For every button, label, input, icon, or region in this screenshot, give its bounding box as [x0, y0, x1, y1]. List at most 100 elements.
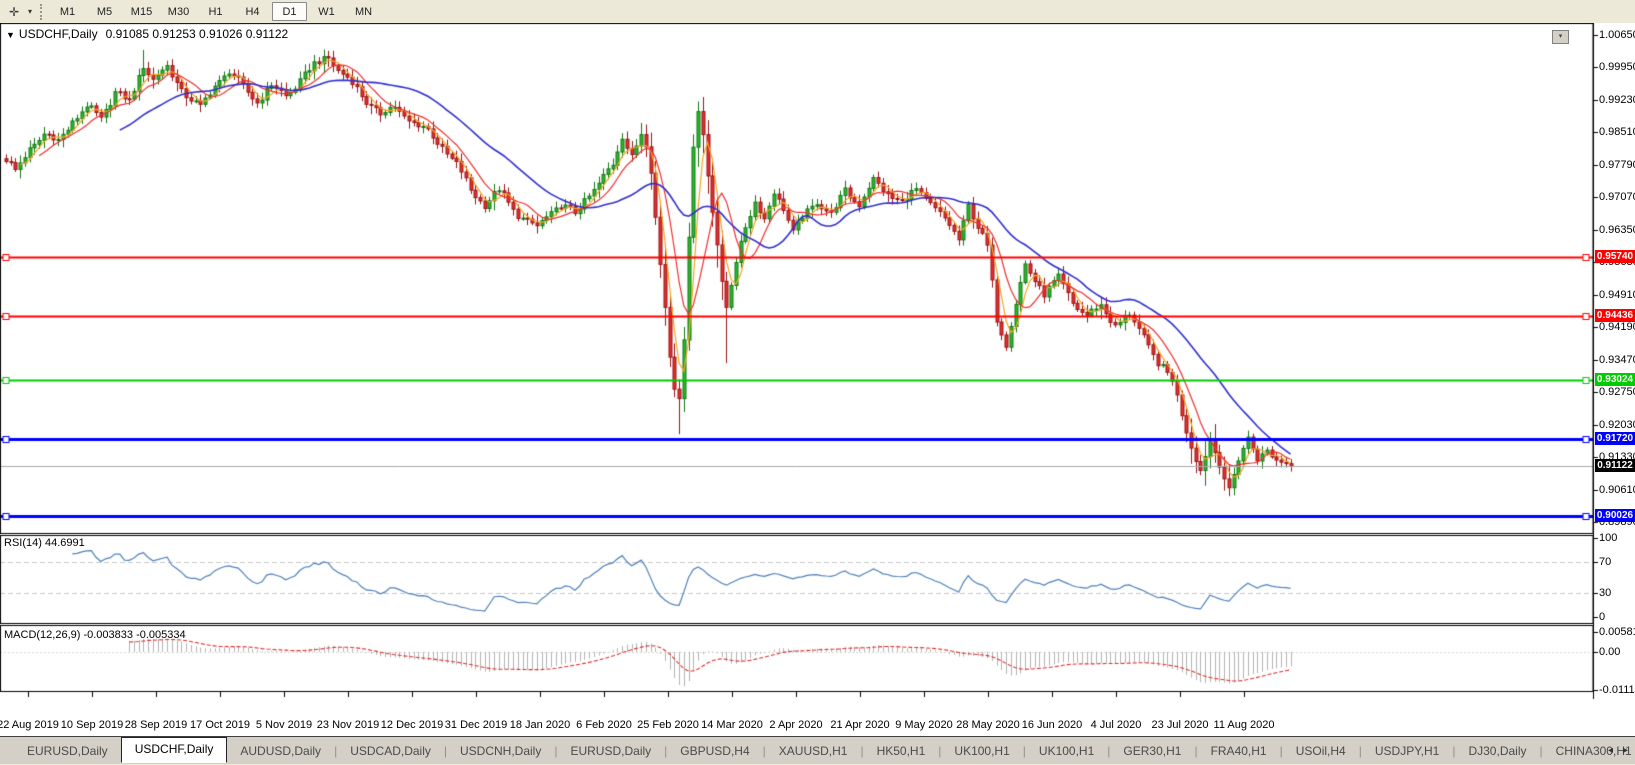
tab-scroll-right-icon[interactable]: ▸: [1622, 745, 1629, 756]
price-axis-label: 0.93470: [1599, 353, 1635, 366]
date-axis-label: 22 Aug 2019: [0, 719, 59, 731]
date-axis-label: 25 Feb 2020: [637, 719, 699, 731]
tab-divider: |: [938, 743, 942, 758]
tab-divider: |: [1358, 743, 1362, 758]
date-axis-label: 12 Dec 2019: [380, 719, 444, 731]
date-axis-label: 16 Jun 2020: [1021, 719, 1083, 731]
rsi-indicator-label: RSI(14) 44.6991: [4, 537, 85, 549]
date-axis-label: 21 Apr 2020: [830, 719, 890, 731]
symbol-tab-usoil-h4[interactable]: USOil,H4: [1295, 743, 1346, 758]
top-toolbar: ✛ ▾ M1 M5 M15 M30 H1 H4 D1 W1 MN: [0, 0, 1635, 24]
timeframe-button-h4[interactable]: H4: [245, 5, 260, 18]
symbol-tab-audusd-daily[interactable]: AUDUSD,Daily: [240, 743, 322, 758]
timeframe-button-h1[interactable]: H1: [208, 5, 223, 18]
timeframe-buttons: M1 M5 M15 M30 H1 H4 D1 W1 MN: [49, 2, 382, 21]
timeframe-button-w1[interactable]: W1: [318, 5, 335, 18]
symbol-tab-hk50-h1[interactable]: HK50,H1: [876, 743, 926, 758]
price-chart-canvas[interactable]: [0, 23, 1635, 736]
symbol-tab-dj30-daily[interactable]: DJ30,Daily: [1468, 743, 1527, 758]
timeframe-button-m5[interactable]: M5: [96, 5, 113, 18]
symbol-tab-fra40-h1[interactable]: FRA40,H1: [1210, 743, 1267, 758]
price-axis-label: 0.99950: [1599, 61, 1635, 74]
price-axis-label: 0.94910: [1599, 288, 1635, 301]
symbol-tab-gbpusd-h4[interactable]: GBPUSD,H4: [680, 743, 750, 758]
symbol-tab-usdjpy-h1[interactable]: USDJPY,H1: [1374, 743, 1440, 758]
chart-ohlc-values: 0.91085 0.91253 0.91026 0.91122: [105, 27, 289, 41]
tab-divider: |: [860, 743, 864, 758]
macd-axis-label: -0.011151: [1599, 684, 1635, 696]
date-axis-label: 5 Nov 2019: [255, 719, 313, 731]
hline-price-tag: 0.90026: [1595, 508, 1635, 522]
macd-indicator-label: MACD(12,26,9) -0.003833 -0.005334: [4, 629, 186, 641]
symbol-tab-eurusd-daily[interactable]: EURUSD,Daily: [27, 743, 108, 758]
symbol-tab-xauusd-h1[interactable]: XAUUSD,H1: [778, 743, 848, 758]
timeframe-button-d1[interactable]: D1: [272, 2, 307, 21]
date-axis-label: 23 Nov 2019: [316, 719, 380, 731]
chart-symbol: USDCHF,Daily: [18, 27, 98, 41]
tab-scroll-left-icon[interactable]: ◂: [1607, 745, 1614, 756]
rsi-axis-label: 0: [1599, 611, 1606, 623]
date-axis-label: 4 Jul 2020: [1090, 719, 1142, 731]
timeframe-button-m15[interactable]: M15: [130, 5, 153, 18]
toolbar-grip-handle[interactable]: [40, 3, 42, 20]
title-triangle-icon: ▼: [6, 30, 15, 40]
tab-divider: |: [1452, 743, 1456, 758]
date-axis-label: 6 Feb 2020: [576, 719, 632, 731]
rsi-axis-label: 100: [1599, 532, 1618, 544]
tab-divider: |: [1539, 743, 1543, 758]
tab-divider: |: [664, 743, 668, 758]
chart-shift-button[interactable]: ▾: [1552, 30, 1569, 44]
symbol-tab-uk100-h1[interactable]: UK100,H1: [954, 743, 1010, 758]
symbol-tab-usdchf-daily[interactable]: USDCHF,Daily: [120, 737, 228, 763]
symbol-tab-ger30-h1[interactable]: GER30,H1: [1123, 743, 1182, 758]
date-axis-label: 14 Mar 2020: [701, 719, 763, 731]
timeframe-button-mn[interactable]: MN: [354, 5, 373, 18]
date-axis-label: 28 May 2020: [956, 719, 1020, 731]
hline-price-tag: 0.94436: [1595, 309, 1635, 323]
date-axis-label: 23 Jul 2020: [1151, 719, 1209, 731]
hline-price-tag: 0.91720: [1595, 432, 1635, 446]
tab-divider: |: [334, 743, 338, 758]
symbol-tab-eurusd-daily[interactable]: EURUSD,Daily: [570, 743, 652, 758]
current-price-tag: 0.91122: [1595, 459, 1635, 473]
tab-divider: |: [1107, 743, 1111, 758]
date-axis-label: 2 Apr 2020: [769, 719, 823, 731]
macd-axis-label: 0.005818: [1599, 626, 1635, 638]
price-axis-label: 0.94190: [1599, 321, 1635, 334]
symbol-tab-uk100-h1[interactable]: UK100,H1: [1038, 743, 1095, 758]
symbol-tab-usdcnh-daily[interactable]: USDCNH,Daily: [460, 743, 542, 758]
date-axis-label: 11 Aug 2020: [1213, 719, 1275, 731]
tab-divider: |: [554, 743, 558, 758]
chart-title: ▼ USDCHF,Daily 0.91085 0.91253 0.91026 0.9…: [6, 27, 288, 41]
timeframe-button-m30[interactable]: M30: [167, 5, 190, 18]
date-axis-label: 10 Sep 2019: [60, 719, 124, 731]
price-axis-label: 0.98510: [1599, 126, 1635, 139]
hline-price-tag: 0.95740: [1595, 250, 1635, 264]
price-axis-label: 0.97070: [1599, 191, 1635, 204]
price-axis-label: 0.96350: [1599, 223, 1635, 236]
symbol-tab-usdcad-daily[interactable]: USDCAD,Daily: [350, 743, 431, 758]
tab-divider: |: [762, 743, 766, 758]
rsi-axis-label: 70: [1599, 555, 1612, 568]
rsi-axis-label: 30: [1599, 587, 1612, 600]
symbol-tab-china300-h1[interactable]: CHINA300,H1: [1555, 743, 1632, 758]
macd-axis-label: 0.00: [1599, 645, 1621, 658]
tab-divider: |: [1279, 743, 1283, 758]
crosshair-tool-button[interactable]: ✛: [8, 4, 20, 19]
symbol-tab-bar: EURUSD,Daily USDCHF,Daily AUDUSD,Daily | USD…: [0, 736, 1635, 764]
tab-divider: |: [1194, 743, 1198, 758]
timeframe-button-m1[interactable]: M1: [59, 5, 76, 18]
date-axis-label: 18 Jan 2020: [509, 719, 571, 731]
date-axis-label: 31 Dec 2019: [444, 719, 508, 731]
tab-divider: |: [1022, 743, 1026, 758]
chart-window: ▼ USDCHF,Daily 0.91085 0.91253 0.91026 0.9…: [0, 23, 1635, 736]
price-axis-label: 0.99230: [1599, 93, 1635, 106]
tab-divider: |: [443, 743, 447, 758]
hline-price-tag: 0.93024: [1595, 373, 1635, 387]
price-axis-label: 0.92750: [1599, 386, 1635, 399]
price-axis-label: 0.92030: [1599, 418, 1635, 431]
tab-scroll-arrows: ◂ ▸: [1603, 737, 1633, 765]
price-axis-label: 1.00650: [1599, 29, 1635, 41]
chevron-down-icon[interactable]: ▾: [27, 7, 32, 16]
date-axis-label: 28 Sep 2019: [124, 719, 188, 731]
